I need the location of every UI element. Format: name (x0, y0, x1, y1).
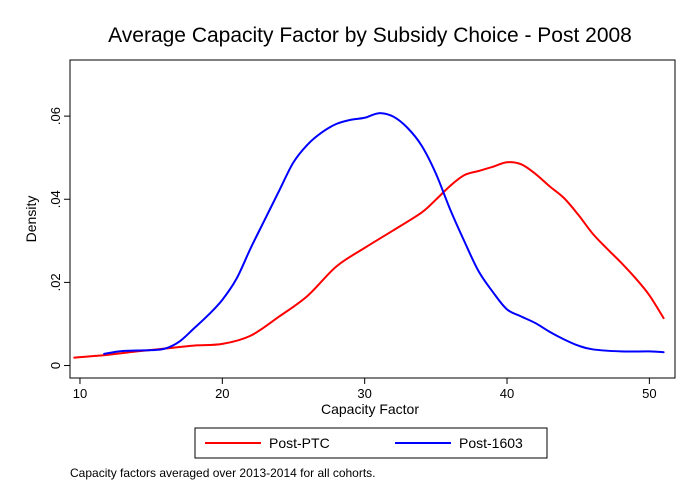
y-axis: 0 .02 .04 .06 (48, 107, 70, 369)
legend-label-post-ptc: Post-PTC (269, 435, 330, 451)
legend-label-post-1603: Post-1603 (459, 435, 523, 451)
x-tick-label: 40 (500, 386, 514, 401)
series-line-post-ptc (73, 161, 665, 359)
y-axis-label: Density (23, 196, 39, 243)
chart-title: Average Capacity Factor by Subsidy Choic… (108, 24, 632, 47)
x-axis: 10 20 30 40 50 (73, 378, 657, 401)
x-axis-label: Capacity Factor (321, 401, 419, 417)
x-tick-label: 10 (73, 386, 87, 401)
y-tick-label: .02 (48, 273, 63, 291)
y-tick-label: .06 (48, 107, 63, 125)
legend: Post-PTC Post-1603 (194, 427, 548, 459)
series-layer (73, 112, 665, 359)
plot-frame (69, 59, 676, 379)
y-tick-label: .04 (48, 190, 63, 208)
y-tick-label: 0 (48, 362, 63, 369)
chart-note: Capacity factors averaged over 2013-2014… (70, 466, 376, 480)
x-tick-label: 50 (642, 386, 656, 401)
x-tick-label: 30 (357, 386, 371, 401)
series-line-post-1603 (103, 112, 665, 355)
x-tick-label: 20 (215, 386, 229, 401)
